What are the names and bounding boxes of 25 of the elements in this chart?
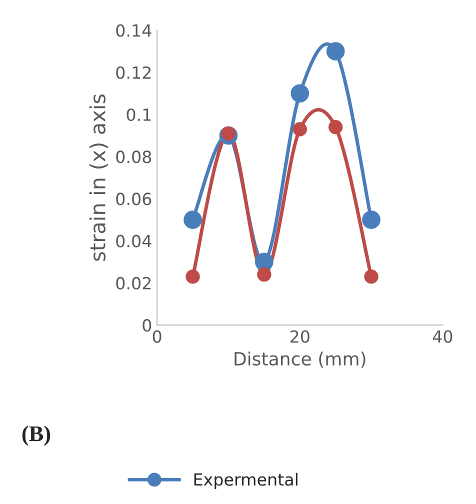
point [328, 120, 343, 134]
point [257, 267, 272, 282]
y-axis-title: strain in (x) axis [89, 94, 108, 261]
y-tick-label: 0.06 [116, 192, 152, 206]
text: (B) [22, 426, 50, 446]
x-tick-label: 20 [290, 330, 310, 343]
point [186, 270, 200, 284]
y-tick-label: 0.08 [116, 150, 152, 164]
legend-label: Expermental [194, 472, 298, 489]
point [362, 210, 380, 229]
y-tick-label: 0.12 [116, 66, 151, 79]
point [364, 270, 378, 284]
x-tick-label: 40 [432, 330, 452, 343]
point [290, 84, 310, 103]
y-tick-label: 0.02 [116, 276, 151, 290]
x-tick-label: 0 [152, 330, 162, 343]
point [184, 210, 202, 229]
point [254, 252, 274, 272]
y-tick-label: 0.1 [126, 108, 151, 122]
y-tick-label: 0 [142, 319, 152, 332]
point [292, 122, 307, 136]
x-axis-title: Distance (mm) [234, 352, 366, 368]
y-tick-label: 0.04 [116, 234, 152, 248]
point [326, 42, 345, 60]
y-tick-label: 0.14 [116, 24, 152, 37]
